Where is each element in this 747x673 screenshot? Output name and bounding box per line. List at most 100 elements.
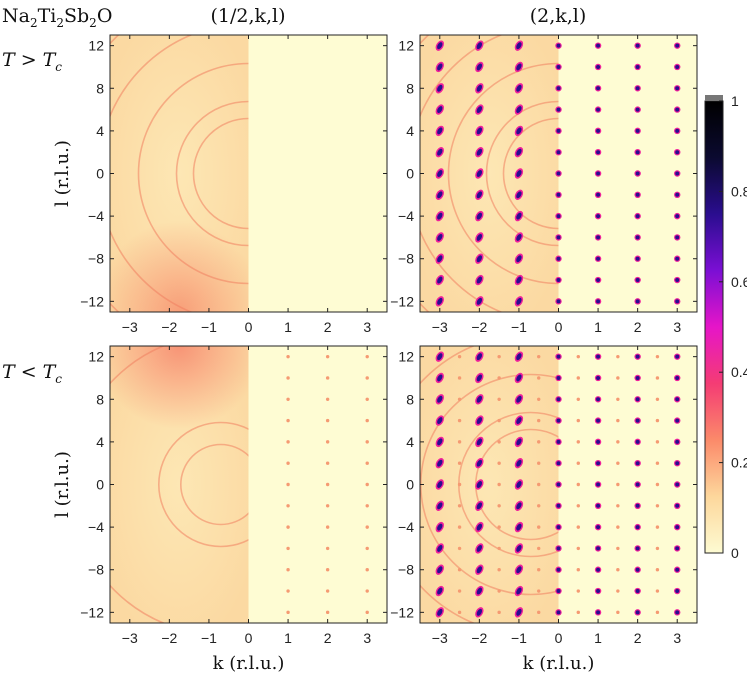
x-tick-label: 2: [634, 319, 642, 335]
bragg-peak: [437, 374, 443, 382]
superlattice-peak: [286, 589, 290, 593]
superlattice-peak: [286, 504, 290, 508]
bragg-peak: [556, 192, 561, 197]
x-tick-label: 0: [555, 630, 563, 646]
superlattice-peak: [365, 397, 369, 401]
superlattice-peak: [616, 418, 620, 423]
row-label-below-op: <: [21, 361, 37, 383]
bragg-peak: [596, 86, 601, 91]
bragg-peak: [556, 354, 561, 359]
x-tick-label: 2: [324, 319, 332, 335]
superlattice-peak: [616, 525, 620, 529]
superlattice-peak: [457, 461, 462, 465]
superlattice-peak: [616, 546, 620, 551]
bragg-peak: [516, 233, 522, 241]
bragg-peak: [556, 418, 561, 423]
bragg-peak: [476, 255, 483, 263]
superlattice-peak: [286, 418, 290, 423]
bragg-peak: [476, 566, 483, 574]
y-tick-label: 8: [406, 391, 414, 407]
bragg-peak: [516, 608, 522, 616]
superlattice-peak: [286, 440, 290, 444]
bragg-peak: [556, 610, 561, 615]
bragg-peak: [556, 150, 561, 155]
x-tick-label: 3: [673, 630, 681, 646]
bragg-peak: [556, 503, 561, 508]
x-tick-label: −3: [432, 630, 448, 646]
bragg-peak: [476, 587, 483, 595]
superlattice-peak: [616, 397, 620, 401]
superlattice-peak: [457, 610, 462, 615]
x-tick-label: −2: [471, 319, 487, 335]
x-axis-label: k (r.l.u.): [523, 653, 595, 673]
superlattice-peak: [537, 418, 541, 423]
bragg-peak: [556, 278, 561, 283]
superlattice-peak: [655, 418, 660, 423]
bragg-peak: [556, 567, 561, 572]
superlattice-peak: [286, 354, 290, 359]
y-tick-label: −4: [398, 208, 414, 224]
bragg-peak: [596, 375, 601, 380]
bragg-peak: [476, 42, 483, 50]
superlattice-peak: [576, 589, 580, 593]
y-tick-label: 0: [96, 477, 104, 493]
x-tick-label: −1: [201, 319, 217, 335]
y-tick-label: 4: [406, 434, 414, 450]
bragg-peak: [556, 375, 561, 380]
bragg-peak: [476, 395, 483, 403]
bragg-peak: [476, 170, 483, 177]
superlattice-peak: [537, 525, 541, 529]
bragg-peak: [516, 255, 522, 263]
bragg-peak: [596, 43, 601, 48]
superlattice-peak: [537, 482, 541, 487]
bragg-peak: [476, 63, 483, 71]
bragg-peak: [635, 546, 640, 551]
bragg-peak: [516, 566, 522, 574]
bragg-peak: [675, 214, 680, 219]
x-tick-label: −2: [161, 630, 177, 646]
superlattice-peak: [616, 461, 620, 465]
bragg-peak: [635, 128, 640, 133]
bragg-peak: [675, 418, 680, 423]
y-tick-label: −8: [88, 251, 104, 267]
superlattice-peak: [655, 610, 660, 615]
bragg-peak: [596, 546, 601, 551]
bragg-peak: [675, 461, 680, 466]
x-tick-label: 2: [324, 630, 332, 646]
superlattice-peak: [457, 354, 462, 359]
bragg-peak: [675, 278, 680, 283]
superlattice-peak: [325, 589, 330, 593]
bragg-peak: [596, 107, 601, 112]
superlattice-peak: [655, 376, 660, 380]
bragg-peak: [635, 107, 640, 112]
bragg-peak: [635, 192, 640, 197]
bragg-peak: [437, 233, 443, 241]
superlattice-peak: [325, 525, 330, 529]
bragg-peak: [596, 278, 601, 283]
superlattice-peak: [325, 461, 330, 465]
bragg-peak: [675, 546, 680, 551]
superlattice-peak: [497, 440, 501, 444]
bragg-peak: [437, 417, 443, 425]
bragg-peak: [516, 42, 522, 50]
bragg-peak: [516, 544, 522, 552]
bragg-peak: [596, 567, 601, 572]
y-tick-label: −4: [88, 519, 104, 535]
bragg-peak: [675, 128, 680, 133]
bragg-peak: [516, 84, 522, 92]
superlattice-peak: [457, 376, 462, 380]
bragg-peak: [476, 191, 483, 199]
bragg-peak: [675, 192, 680, 197]
bragg-peak: [596, 64, 601, 69]
superlattice-peak: [325, 482, 330, 487]
bragg-peak: [596, 214, 601, 219]
y-tick-label: 4: [96, 434, 104, 450]
superlattice-peak: [497, 354, 501, 359]
bragg-peak: [437, 481, 443, 488]
powder-background: [110, 346, 387, 623]
bragg-peak: [476, 127, 483, 135]
bragg-peak: [556, 171, 561, 176]
superlattice-peak: [655, 354, 660, 359]
bragg-peak: [635, 64, 640, 69]
